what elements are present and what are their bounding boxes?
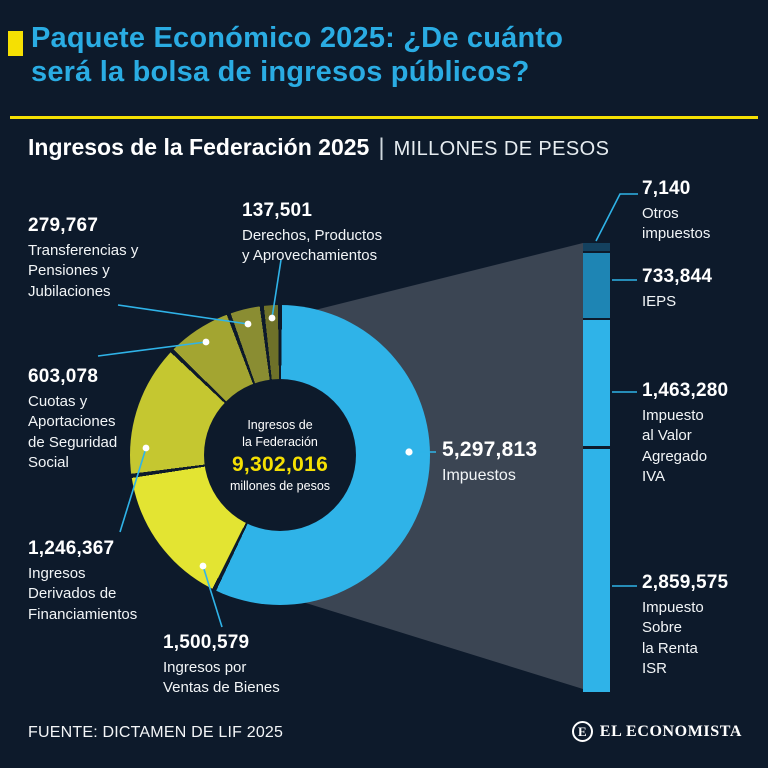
- callout-impuestos-value: 5,297,813: [442, 438, 538, 461]
- callout-ieps-label: IEPS: [642, 293, 677, 310]
- divider-line: [10, 116, 758, 119]
- bar-segment-otros-impuestos: [583, 243, 610, 251]
- donut-center-total: 9,302,016: [231, 452, 329, 476]
- callout-ventas-label: Ingresos por Ventas de Bienes: [163, 659, 280, 697]
- callout-ieps-value: 733,844: [642, 266, 713, 287]
- callout-transferencias: 279,767 Transferencias y Pensiones y Jub…: [28, 215, 178, 302]
- brand-logo-text: EL ECONOMISTA: [599, 722, 742, 740]
- callout-cuotas: 603,078 Cuotas y Aportaciones de Segurid…: [28, 366, 158, 473]
- donut-chart: Ingresos de la Federación 9,302,016 mill…: [130, 305, 430, 605]
- brand-logo-icon: E: [571, 721, 593, 742]
- donut-center-label: Ingresos de la Federación: [242, 418, 318, 449]
- callout-derechos: 137,501 Derechos, Productos y Aprovecham…: [242, 200, 412, 267]
- callout-isr-label: Impuesto Sobre la Renta ISR: [642, 599, 704, 677]
- callout-financiamientos-label: Ingresos Derivados de Financiamientos: [28, 565, 138, 623]
- callout-otros-label: Otros impuestos: [642, 205, 711, 243]
- callout-otros-value: 7,140: [642, 178, 691, 199]
- callout-iva-label: Impuesto al Valor Agregado IVA: [642, 407, 708, 485]
- subtitle-separator: |: [378, 134, 385, 161]
- callout-iva-value: 1,463,280: [642, 380, 729, 401]
- callout-transferencias-value: 279,767: [28, 215, 99, 236]
- donut-center-units: millones de pesos: [229, 478, 331, 493]
- callout-impuestos-label: Impuestos: [442, 467, 516, 484]
- callout-derechos-value: 137,501: [242, 200, 313, 221]
- callout-cuotas-label: Cuotas y Aportaciones de Seguridad Socia…: [28, 393, 118, 471]
- bar-segment-ieps: [583, 253, 610, 318]
- impuestos-bar: [583, 243, 610, 692]
- callout-ventas: 1,500,579 Ingresos por Ventas de Bienes: [163, 632, 313, 699]
- bar-segment-iva: [583, 320, 610, 446]
- callout-ieps: 733,844 IEPS: [642, 266, 757, 312]
- callout-isr-value: 2,859,575: [642, 572, 729, 593]
- source-note: FUENTE: DICTAMEN DE LIF 2025: [28, 724, 284, 741]
- callout-cuotas-value: 603,078: [28, 366, 99, 387]
- callout-otros-impuestos: 7,140 Otros impuestos: [642, 178, 757, 245]
- bar-segment-isr: [583, 449, 610, 692]
- callout-derechos-label: Derechos, Productos y Aprovechamientos: [242, 227, 383, 265]
- donut-center: Ingresos de la Federación 9,302,016 mill…: [204, 379, 356, 531]
- callout-impuestos: 5,297,813 Impuestos: [442, 438, 572, 487]
- subtitle-main: Ingresos de la Federación 2025: [28, 134, 370, 160]
- callout-iva: 1,463,280 Impuesto al Valor Agregado IVA: [642, 380, 757, 487]
- chart-subtitle: Ingresos de la Federación 2025 | MILLONES …: [28, 134, 609, 162]
- callout-financiamientos: 1,246,367 Ingresos Derivados de Financia…: [28, 538, 168, 625]
- accent-mark: [8, 31, 23, 56]
- page-title: Paquete Económico 2025: ¿De cuánto será …: [31, 22, 564, 88]
- callout-financiamientos-value: 1,246,367: [28, 538, 115, 559]
- callout-ventas-value: 1,500,579: [163, 632, 250, 653]
- callout-isr: 2,859,575 Impuesto Sobre la Renta ISR: [642, 572, 757, 679]
- callout-transferencias-label: Transferencias y Pensiones y Jubilacione…: [28, 242, 139, 300]
- brand-logo: E EL ECONOMISTA: [571, 721, 742, 742]
- subtitle-units: MILLONES DE PESOS: [393, 138, 610, 160]
